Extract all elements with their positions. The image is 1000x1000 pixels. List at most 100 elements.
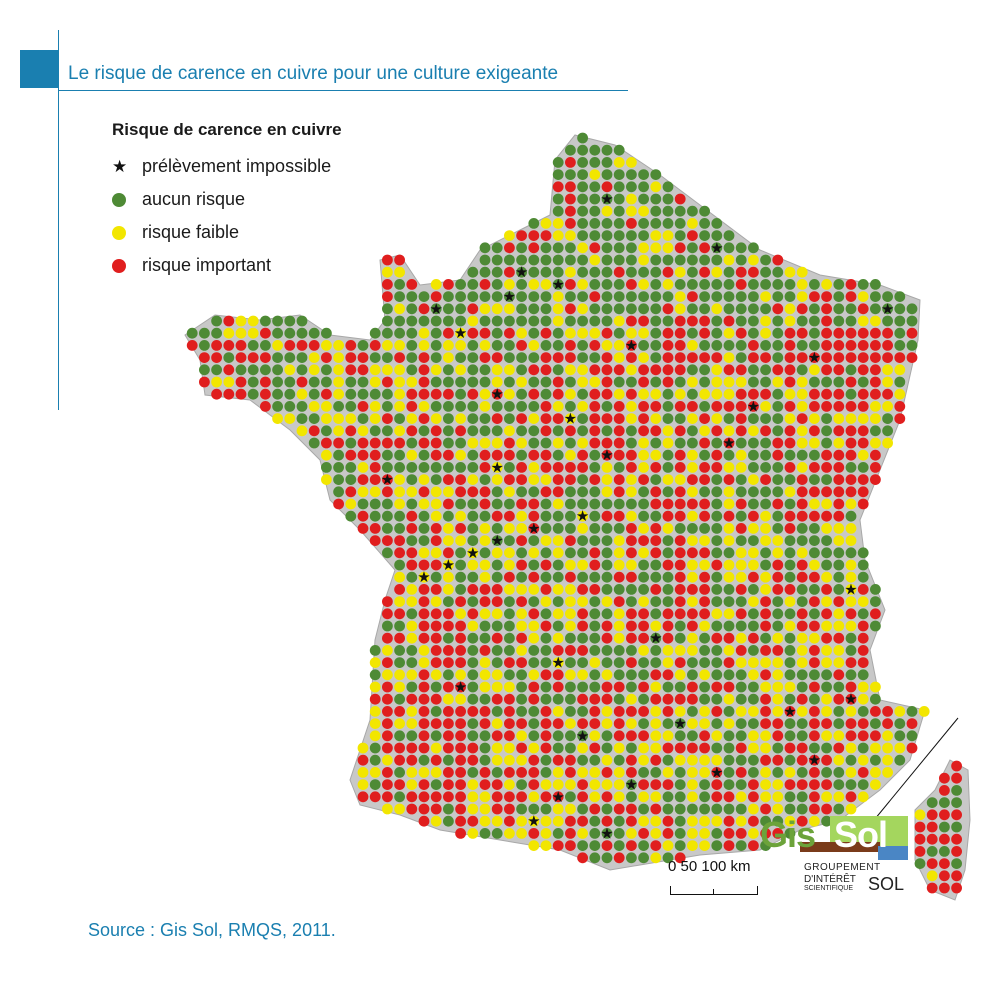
sample-point — [540, 547, 552, 559]
sample-point — [528, 413, 540, 424]
sample-point — [406, 742, 418, 754]
sample-point — [516, 327, 527, 339]
sample-point — [833, 352, 845, 363]
sample-point — [809, 437, 820, 449]
sample-point — [577, 266, 588, 278]
sample-point — [772, 657, 784, 668]
sample-point — [772, 608, 784, 620]
sample-point — [394, 291, 405, 302]
sample-point — [199, 340, 210, 351]
sample-point — [723, 657, 735, 668]
sample-point — [638, 388, 649, 400]
sample-point — [626, 596, 637, 607]
sample-point — [699, 352, 710, 363]
sample-point — [870, 584, 881, 595]
sample-point — [857, 657, 869, 668]
sample-point — [784, 718, 796, 729]
sample-point — [601, 718, 613, 729]
sample-point — [394, 327, 405, 339]
sample-point — [601, 742, 613, 754]
sample-point — [601, 840, 613, 851]
sample-point — [467, 449, 479, 461]
sample-point — [723, 706, 735, 717]
sample-point — [308, 413, 320, 424]
sample-point — [601, 510, 613, 522]
sample-point — [382, 303, 393, 315]
sample-point — [926, 846, 938, 857]
sample-point — [382, 681, 393, 693]
sample-point — [699, 730, 710, 742]
sample-point — [760, 632, 771, 644]
sample-point — [626, 218, 637, 229]
sample-point — [735, 425, 747, 437]
sample-point — [626, 791, 637, 803]
sample-point — [504, 754, 515, 766]
sample-point — [467, 376, 479, 388]
sample-point — [711, 352, 723, 363]
sample-point — [406, 779, 418, 790]
sample-point — [784, 559, 796, 571]
sample-point — [809, 779, 820, 790]
sample-point — [723, 498, 735, 510]
sample-point — [528, 242, 540, 254]
sample-point — [223, 340, 235, 351]
sample-point — [723, 230, 735, 242]
sample-point — [723, 754, 735, 766]
sample-point — [687, 510, 698, 522]
star-icon: ★ — [625, 336, 638, 354]
sample-point — [528, 803, 540, 815]
sample-point — [430, 279, 442, 290]
sample-point — [455, 315, 466, 327]
sample-point — [540, 510, 552, 522]
sample-point — [833, 535, 845, 546]
sample-point — [467, 571, 479, 583]
sample-point — [394, 767, 405, 778]
sample-point — [760, 388, 771, 400]
sample-point — [516, 303, 527, 315]
sample-point — [418, 340, 430, 351]
sample-point — [833, 730, 845, 742]
sample-point — [504, 815, 515, 827]
sample-point — [528, 327, 540, 339]
sample-point — [699, 754, 710, 766]
sample-point — [491, 596, 503, 607]
sample-point — [857, 486, 869, 498]
star-icon: ★ — [551, 275, 564, 293]
sample-points — [186, 132, 962, 894]
sample-point — [613, 815, 625, 827]
scale-bar: 0 50 100 km — [668, 858, 768, 898]
sample-point — [650, 352, 662, 363]
sample-point — [479, 596, 491, 607]
sample-point — [687, 608, 698, 620]
sample-point — [626, 657, 637, 668]
sample-point — [430, 535, 442, 546]
sample-point — [772, 645, 784, 656]
sample-point — [674, 693, 686, 705]
sample-point — [662, 632, 674, 644]
sample-point — [589, 486, 601, 498]
sample-point — [650, 486, 662, 498]
sample-point — [357, 437, 369, 449]
sample-point — [674, 352, 686, 363]
sample-point — [540, 584, 552, 595]
sample-point — [613, 779, 625, 790]
sample-point — [369, 437, 381, 449]
sample-point — [638, 620, 649, 632]
sample-point — [613, 193, 625, 205]
sample-point — [540, 791, 552, 803]
sample-point — [699, 340, 710, 351]
sample-point — [772, 352, 784, 363]
sample-point — [809, 352, 820, 363]
sample-point — [565, 559, 576, 571]
sample-point — [662, 852, 674, 864]
sample-point — [845, 279, 857, 290]
sample-point — [711, 254, 723, 266]
sample-point — [821, 352, 832, 363]
sample-point — [455, 401, 466, 412]
sample-point — [540, 327, 552, 339]
sample-point — [699, 498, 710, 510]
sample-point — [784, 584, 796, 595]
sample-point — [552, 596, 564, 607]
sample-point — [430, 596, 442, 607]
sample-point — [589, 791, 601, 803]
